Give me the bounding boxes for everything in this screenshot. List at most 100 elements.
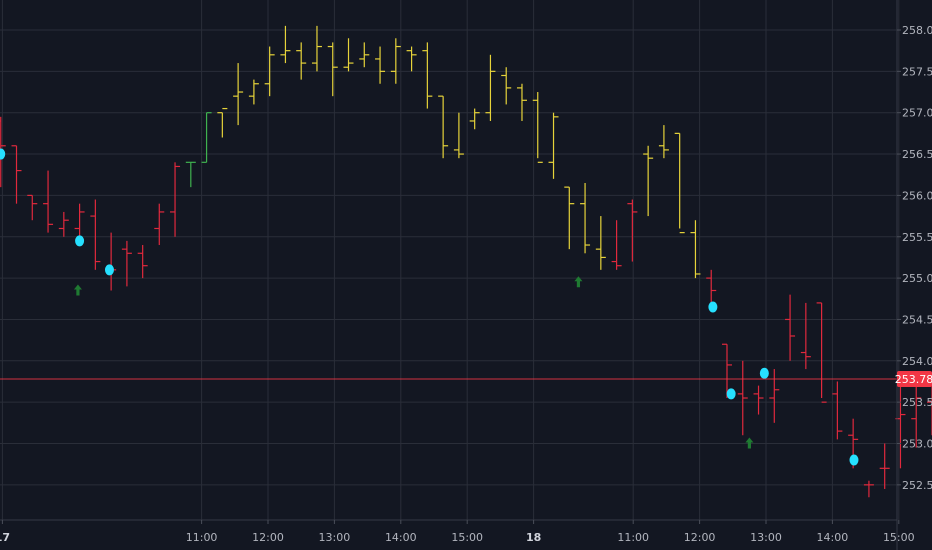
ohlc-bar bbox=[406, 46, 417, 72]
ohlc-bar bbox=[832, 381, 843, 440]
time-tick-label: 13:00 bbox=[750, 531, 782, 544]
ohlc-bar bbox=[927, 377, 932, 436]
price-tick-label: 254.50 bbox=[902, 313, 932, 326]
price-tick-label: 255.50 bbox=[902, 231, 932, 244]
time-tick-label: 12:00 bbox=[684, 531, 716, 544]
signal-markers bbox=[0, 148, 859, 466]
signal-dot-marker bbox=[104, 264, 114, 276]
time-tick-label: 14:00 bbox=[817, 531, 849, 544]
price-tick-label: 258.00 bbox=[902, 24, 932, 37]
ohlc-bar bbox=[564, 186, 575, 250]
price-tick-label: 255.00 bbox=[902, 272, 932, 285]
time-axis[interactable]: 17 11:00 12:00 13:00 14:00 15:00 18 11:00 12:00 1… bbox=[0, 520, 932, 544]
ohlc-bar bbox=[737, 360, 748, 436]
time-tick-label: 15:00 bbox=[451, 531, 483, 544]
ohlc-bar bbox=[516, 83, 527, 121]
ohlc-bar bbox=[658, 125, 669, 159]
ohlc-bar bbox=[11, 145, 22, 204]
ohlc-bar bbox=[137, 245, 148, 279]
ohlc-bar bbox=[690, 220, 701, 279]
ohlc-bar bbox=[501, 67, 512, 105]
ohlc-bar bbox=[154, 203, 165, 246]
ohlc-bar bbox=[769, 369, 780, 423]
ohlc-bar bbox=[863, 480, 874, 498]
ohlc-bar bbox=[90, 199, 101, 270]
ohlc-bar bbox=[248, 79, 259, 105]
ohlc-bar bbox=[58, 211, 69, 237]
last-price-value: 253.78 bbox=[895, 373, 932, 386]
price-axis[interactable]: 258.00 257.50 257.00 256.50 256.00 255.50 255.… bbox=[897, 24, 932, 492]
price-tick-label: 257.50 bbox=[902, 65, 932, 78]
ohlc-bar bbox=[422, 42, 433, 109]
ohlc-bar bbox=[390, 38, 401, 84]
ohlc-bar bbox=[375, 46, 386, 84]
signal-dot-marker bbox=[849, 454, 859, 466]
signal-dot-marker bbox=[708, 301, 718, 313]
grid-lines bbox=[0, 0, 900, 520]
time-tick-label: 13:00 bbox=[319, 531, 351, 544]
ohlc-bar bbox=[74, 203, 85, 241]
ohlc-bar bbox=[453, 112, 464, 159]
ohlc-bar bbox=[548, 112, 559, 179]
ohlc-bar bbox=[43, 170, 54, 233]
price-tick-label: 254.00 bbox=[902, 355, 932, 368]
signal-dot-marker bbox=[75, 235, 85, 247]
ohlc-bar bbox=[611, 220, 622, 270]
ohlc-bar bbox=[816, 302, 827, 403]
price-tick-label: 256.50 bbox=[902, 148, 932, 161]
price-tick-label: 256.00 bbox=[902, 189, 932, 202]
ohlc-bar bbox=[532, 92, 543, 163]
price-tick-label: 252.50 bbox=[902, 479, 932, 492]
ohlc-bar bbox=[911, 377, 922, 448]
ohlc-bar bbox=[580, 182, 591, 254]
up-arrow-marker bbox=[574, 276, 583, 288]
buy-arrows bbox=[73, 276, 754, 449]
ohlc-bar bbox=[595, 216, 606, 270]
price-tick-label: 253.00 bbox=[902, 438, 932, 451]
ohlc-bar bbox=[311, 25, 322, 72]
ohlc-bar bbox=[327, 42, 338, 97]
ohlc-bar bbox=[201, 112, 212, 163]
ohlc-bar bbox=[469, 108, 480, 130]
ohlc-bar bbox=[280, 25, 291, 64]
time-tick-label: 18 bbox=[526, 531, 541, 544]
ohlc-bar bbox=[296, 42, 307, 80]
ohlc-bar bbox=[359, 42, 370, 68]
ohlc-bar bbox=[170, 162, 181, 237]
price-tick-label: 253.50 bbox=[902, 396, 932, 409]
last-price-tag: 253.78 bbox=[895, 370, 932, 387]
price-bars bbox=[0, 25, 932, 498]
up-arrow-marker bbox=[73, 284, 82, 296]
time-tick-label: 14:00 bbox=[385, 531, 417, 544]
ohlc-bar bbox=[185, 161, 196, 188]
ohlc-bar bbox=[895, 377, 906, 469]
signal-dot-marker bbox=[726, 388, 736, 400]
ohlc-bar bbox=[217, 107, 228, 138]
ohlc-bar bbox=[343, 38, 354, 72]
ohlc-bar bbox=[264, 46, 275, 97]
up-arrow-marker bbox=[745, 437, 754, 449]
time-tick-label: 11:00 bbox=[186, 531, 218, 544]
ohlc-bar bbox=[753, 385, 764, 415]
ohlc-bar bbox=[485, 54, 496, 121]
ohlc-bar bbox=[27, 194, 38, 221]
time-tick-label: 15:00 bbox=[883, 531, 915, 544]
ohlc-bar bbox=[879, 443, 890, 489]
price-tick-label: 257.00 bbox=[902, 107, 932, 120]
ohlc-bar bbox=[721, 343, 732, 399]
ohlc-bar bbox=[438, 95, 449, 159]
last-price-tag-background bbox=[897, 370, 932, 387]
time-tick-label: 12:00 bbox=[252, 531, 284, 544]
ohlc-bar bbox=[674, 132, 685, 234]
ohlc-bar bbox=[643, 145, 654, 217]
ohlc-bar bbox=[785, 294, 796, 361]
ohlc-bar bbox=[800, 302, 811, 370]
ohlc-bar bbox=[627, 199, 638, 262]
ohlc-bar bbox=[233, 63, 244, 126]
time-tick-label: 17 bbox=[0, 531, 10, 544]
signal-dot-marker bbox=[759, 367, 769, 379]
time-tick-label: 11:00 bbox=[617, 531, 649, 544]
signal-dot-marker bbox=[0, 148, 6, 160]
